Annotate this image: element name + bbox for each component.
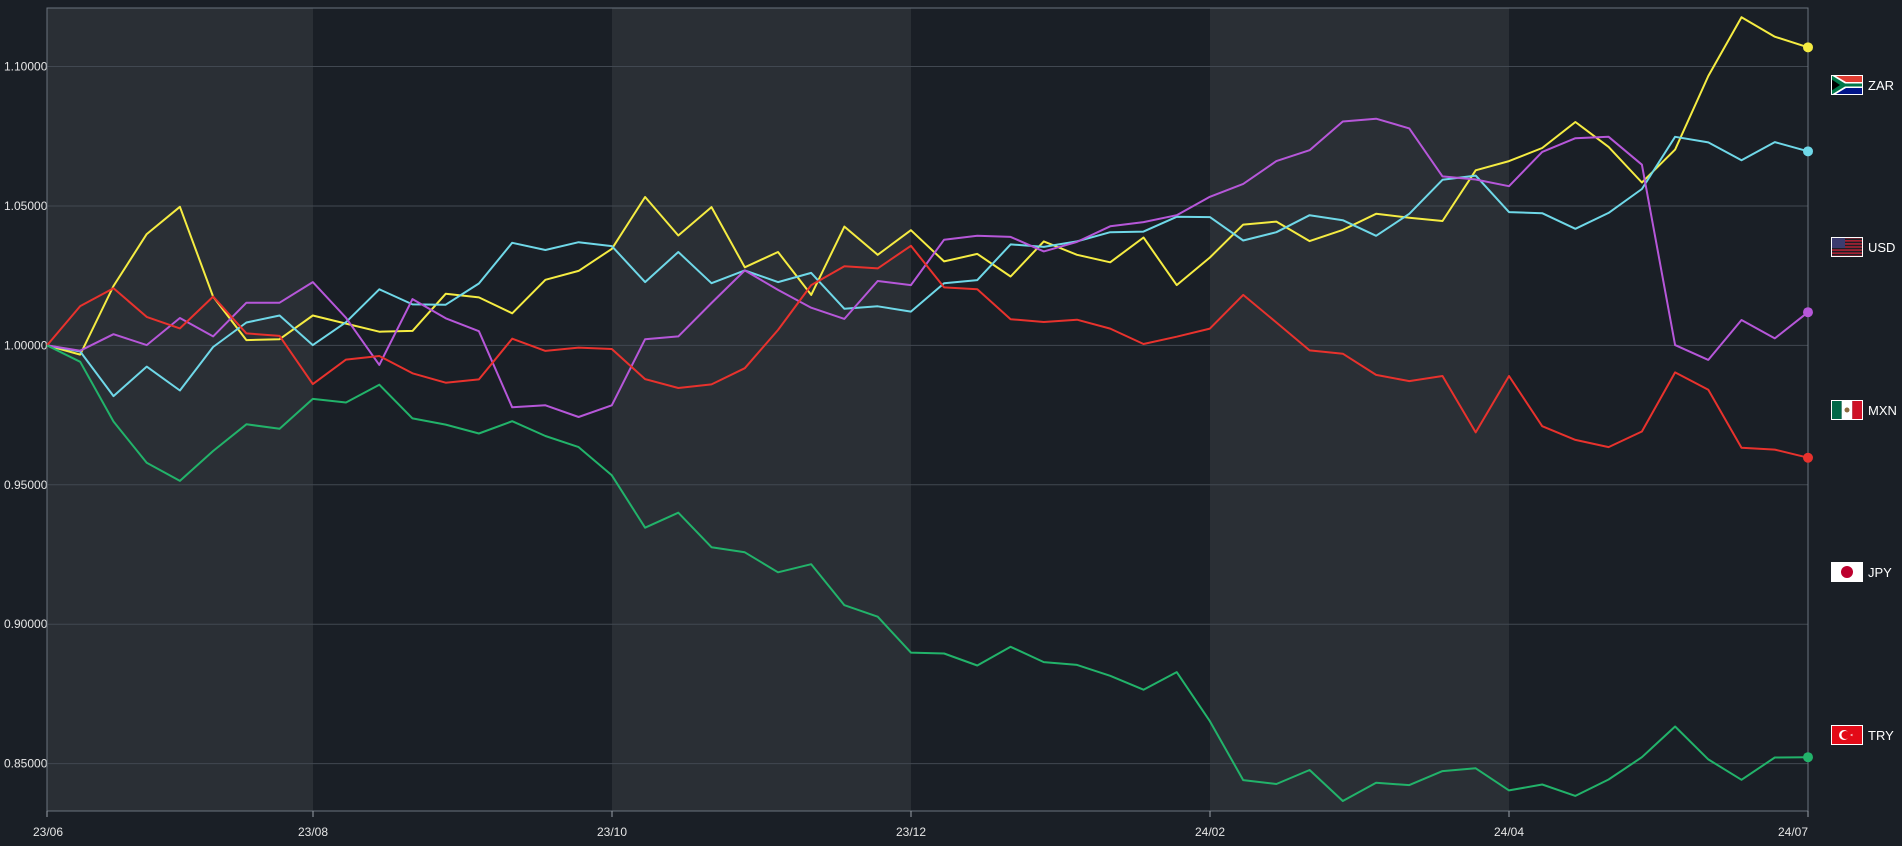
series-end-marker-usd xyxy=(1803,146,1813,157)
background-band xyxy=(1509,8,1808,811)
y-tick-label: 0.90000 xyxy=(4,617,48,631)
y-tick-label: 0.95000 xyxy=(4,478,48,492)
background-band xyxy=(313,8,612,811)
legend-item-zar[interactable]: ZAR xyxy=(1831,73,1894,97)
mexico-flag-icon xyxy=(1831,400,1863,420)
series-end-marker-mxn xyxy=(1803,307,1813,318)
y-tick-label: 1.00000 xyxy=(4,338,48,352)
background-bands xyxy=(47,8,1808,811)
legend-item-try[interactable]: TRY xyxy=(1831,725,1894,745)
legend-label: USD xyxy=(1868,240,1895,255)
legend-label: ZAR xyxy=(1868,78,1894,93)
background-band xyxy=(1210,8,1509,811)
axes: 1.10000 1.05000 1.00000 0.95000 0.90000 0.850… xyxy=(4,7,1809,839)
x-tick-label: 23/06 xyxy=(33,825,63,839)
background-band xyxy=(47,8,313,811)
legend-item-mxn[interactable]: MXN xyxy=(1831,400,1897,420)
x-tick-label: 23/12 xyxy=(896,825,926,839)
series-end-marker-zar xyxy=(1803,42,1813,53)
y-tick-label: 0.85000 xyxy=(4,757,48,771)
x-tick-label: 24/04 xyxy=(1494,825,1524,839)
usa-flag-icon xyxy=(1831,237,1863,257)
legend-item-jpy[interactable]: JPY xyxy=(1831,562,1892,582)
x-tick-label: 23/08 xyxy=(298,825,328,839)
y-tick-label: 1.10000 xyxy=(4,60,48,74)
x-tick-label: 24/07 xyxy=(1778,825,1808,839)
background-band xyxy=(612,8,911,811)
x-tick-label: 24/02 xyxy=(1195,825,1225,839)
legend-label: TRY xyxy=(1868,728,1894,743)
series-line-jpy xyxy=(46,244,1809,459)
legend-item-usd[interactable]: USD xyxy=(1831,237,1895,257)
plot-frame xyxy=(46,7,1809,812)
series-line-usd xyxy=(46,135,1809,398)
x-tick-label: 23/10 xyxy=(597,825,627,839)
y-tick-label: 1.05000 xyxy=(4,199,48,213)
legend: ZAR USD MXN JPY TRY xyxy=(1831,73,1897,745)
series-end-marker-try xyxy=(1803,752,1813,763)
series-line-zar xyxy=(46,16,1809,356)
background-band xyxy=(911,8,1210,811)
turkey-flag-icon xyxy=(1831,725,1863,745)
japan-flag-icon xyxy=(1831,562,1863,582)
series-line-try xyxy=(46,344,1809,802)
series-line-mxn xyxy=(46,117,1809,418)
gridlines xyxy=(47,66,1808,765)
south-africa-flag-icon xyxy=(1831,75,1863,95)
legend-label: JPY xyxy=(1868,565,1892,580)
legend-label: MXN xyxy=(1868,403,1897,418)
series-lines xyxy=(46,16,1813,802)
series-end-marker-jpy xyxy=(1803,452,1813,463)
